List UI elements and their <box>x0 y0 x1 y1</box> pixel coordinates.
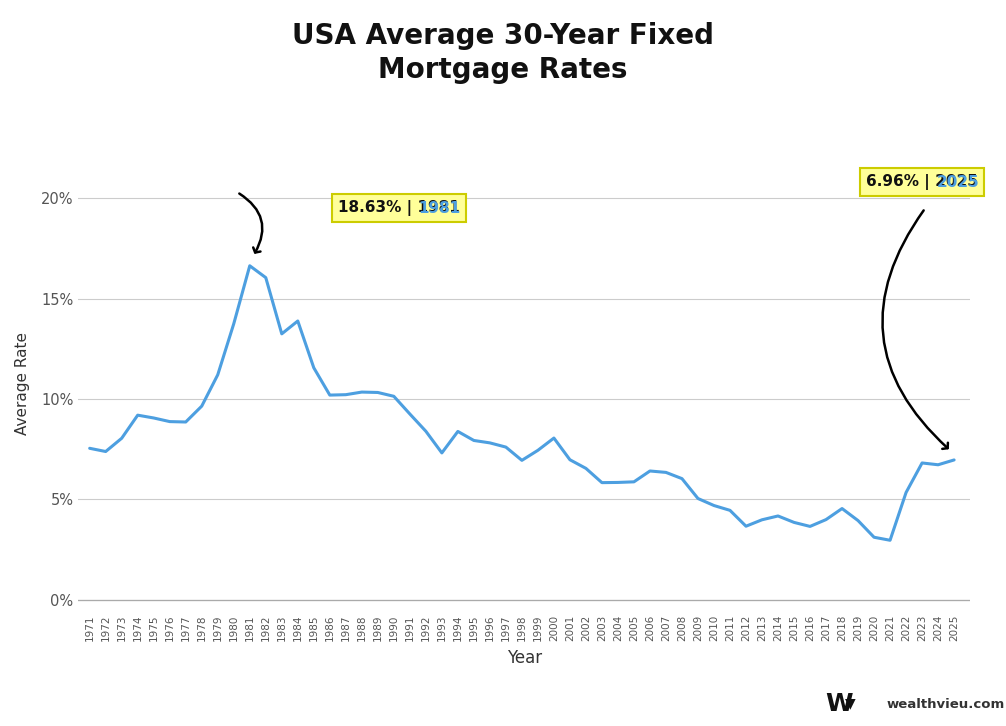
Text: ▼: ▼ <box>845 696 855 710</box>
Text: 6.96% | 2025: 6.96% | 2025 <box>866 174 978 190</box>
Text: 1981: 1981 <box>417 200 460 216</box>
Text: USA Average 30-Year Fixed
Mortgage Rates: USA Average 30-Year Fixed Mortgage Rates <box>292 22 714 84</box>
Text: wealthvieu.com: wealthvieu.com <box>886 698 1004 711</box>
Text: 0%: 0% <box>338 200 364 216</box>
Text: 2025: 2025 <box>937 174 979 189</box>
X-axis label: Year: Year <box>507 650 542 667</box>
Y-axis label: Average Rate: Average Rate <box>15 333 30 436</box>
Text: 18.63% | 1981: 18.63% | 1981 <box>338 200 460 216</box>
Text: W: W <box>825 692 852 717</box>
